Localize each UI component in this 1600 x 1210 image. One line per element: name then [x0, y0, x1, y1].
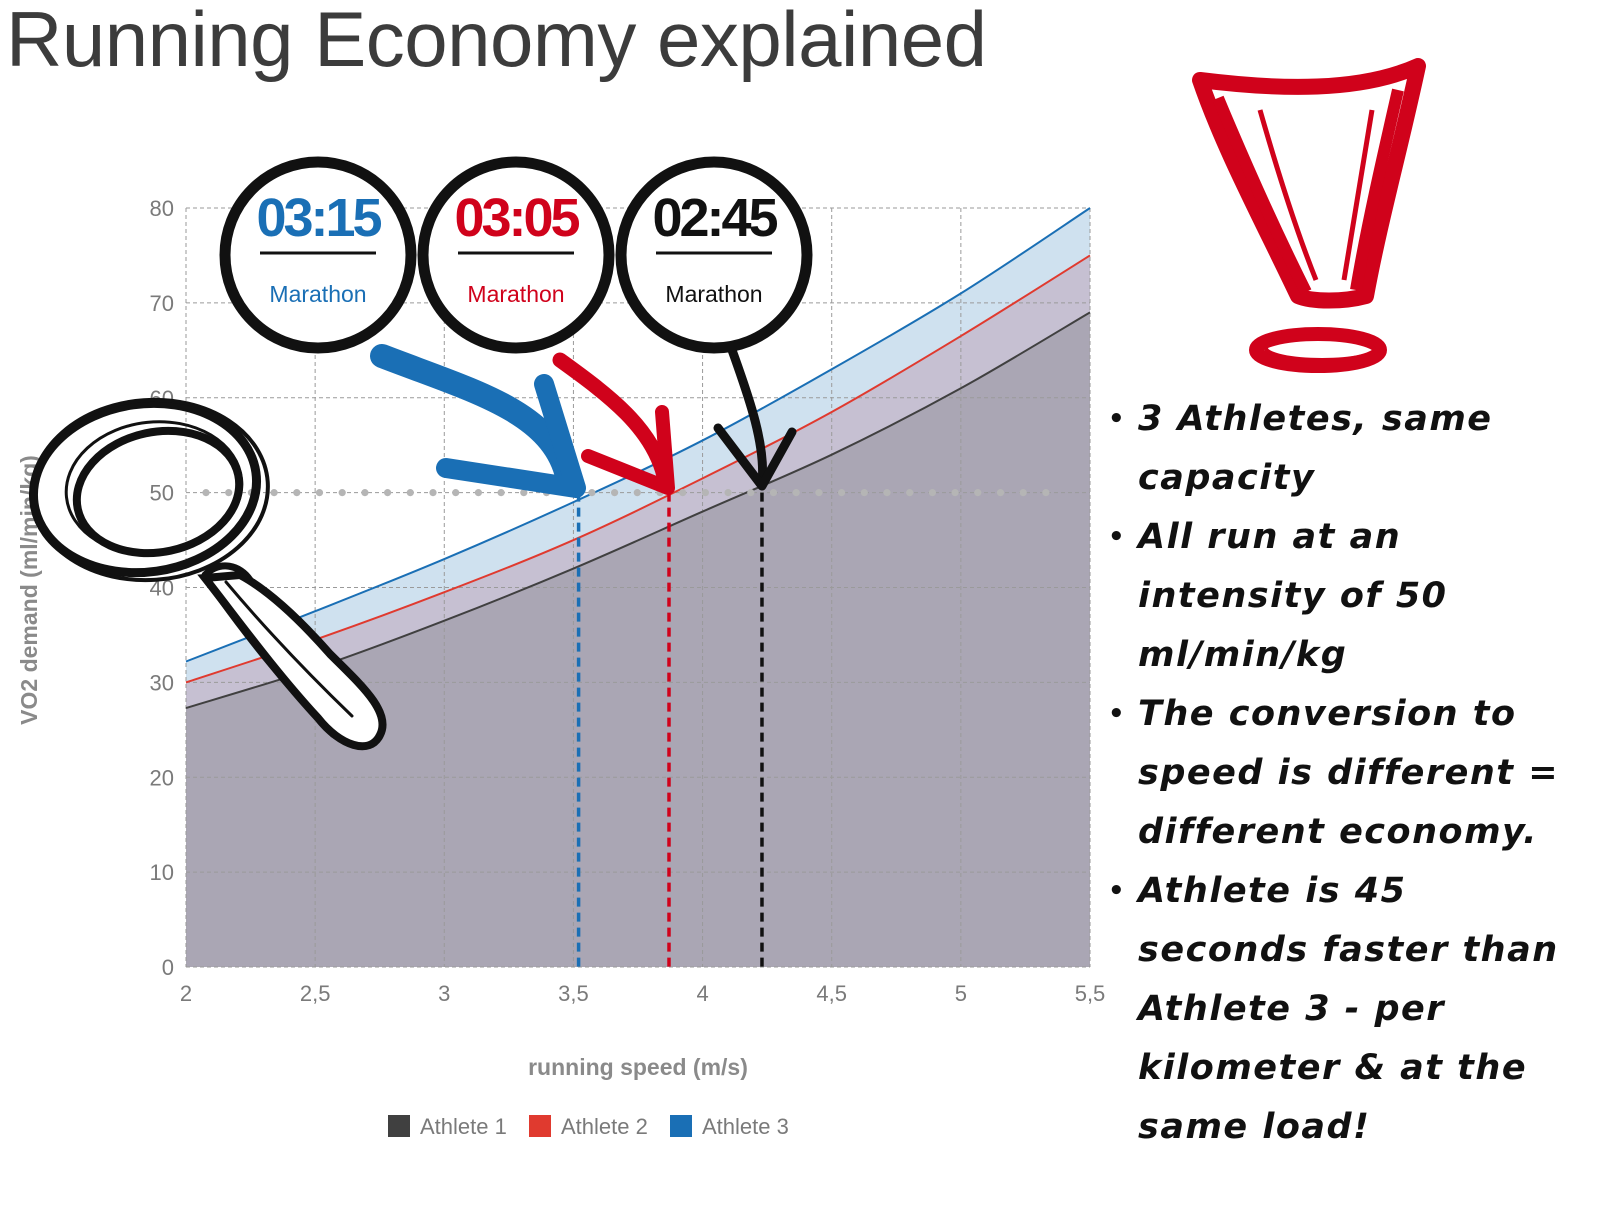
threshold-dot	[1042, 489, 1050, 497]
threshold-dot	[860, 489, 868, 497]
badge-label: Marathon	[665, 281, 762, 307]
badge-athlete-3: 03:15 Marathon	[219, 156, 417, 354]
legend-swatch	[529, 1115, 551, 1137]
legend-label: Athlete 2	[561, 1114, 648, 1139]
x-tick-label: 3,5	[558, 981, 589, 1006]
x-tick-label: 2,5	[300, 981, 331, 1006]
legend-label: Athlete 3	[702, 1114, 789, 1139]
y-tick-label: 10	[150, 860, 174, 885]
bullet-item: All run at an intensity of 50 ml/min/kg	[1108, 508, 1578, 685]
threshold-dot	[883, 489, 891, 497]
x-tick-label: 5	[955, 981, 967, 1006]
threshold-dot	[792, 489, 800, 497]
y-tick-label: 50	[150, 481, 174, 506]
badge-athlete-2: 03:05 Marathon	[417, 156, 615, 354]
threshold-dot	[838, 489, 846, 497]
threshold-dot	[315, 489, 324, 497]
magnifying-glass-icon	[28, 397, 387, 751]
threshold-dot	[724, 489, 732, 497]
legend-swatch	[670, 1115, 692, 1137]
chart-legend: Athlete 1 Athlete 2 Athlete 3	[388, 1114, 789, 1139]
area-athlete-1	[186, 312, 1090, 967]
threshold-dot	[633, 489, 641, 497]
threshold-dot	[1019, 489, 1027, 497]
x-tick-label: 4	[696, 981, 708, 1006]
y-tick-label: 20	[150, 765, 174, 790]
exclamation-mark-icon	[1192, 58, 1426, 373]
badge-label: Marathon	[269, 281, 366, 307]
speed-markers	[576, 492, 764, 967]
black-arrow-icon	[713, 345, 797, 491]
bullet-item: The conversion to speed is different = d…	[1108, 685, 1578, 862]
threshold-dot	[747, 489, 755, 497]
threshold-dot	[815, 489, 823, 497]
x-tick-label: 4,5	[816, 981, 847, 1006]
threshold-dot	[497, 489, 505, 497]
bullet-item: 3 Athletes, same capacity	[1108, 390, 1578, 508]
y-tick-label: 80	[150, 196, 174, 221]
threshold-dot	[384, 489, 392, 497]
threshold-dot	[951, 489, 959, 497]
threshold-dot	[769, 489, 778, 497]
threshold-dot	[906, 489, 914, 497]
threshold-dot	[611, 489, 619, 497]
threshold-dot	[225, 489, 233, 497]
key-points-list: 3 Athletes, same capacity All run at an …	[1108, 390, 1578, 1157]
threshold-dot	[406, 489, 414, 497]
x-axis-title: running speed (m/s)	[528, 1054, 748, 1080]
threshold-dot	[429, 489, 437, 497]
threshold-dot	[701, 489, 710, 497]
threshold-dot	[588, 489, 596, 497]
threshold-dot	[452, 489, 460, 497]
threshold-dot	[928, 489, 937, 497]
y-tick-label: 30	[150, 670, 174, 695]
y-tick-label: 70	[150, 291, 174, 316]
threshold-dot	[338, 489, 346, 497]
x-axis-ticks: 2 2,5 3 3,5 4 4,5 5 5,5	[180, 981, 1105, 1006]
threshold-dot	[520, 489, 528, 497]
threshold-dot	[474, 489, 482, 497]
threshold-dot	[293, 489, 301, 497]
threshold-dot	[202, 489, 210, 497]
threshold-line	[202, 489, 1050, 497]
badge-time: 03:05	[454, 188, 579, 248]
x-tick-label: 3	[438, 981, 450, 1006]
threshold-dot	[270, 489, 278, 497]
red-arrow-icon	[552, 352, 675, 495]
line-athlete-2	[185, 254, 1091, 684]
badge-time: 03:15	[256, 188, 381, 248]
threshold-dot	[974, 489, 982, 497]
x-tick-label: 5,5	[1075, 981, 1106, 1006]
threshold-dot	[361, 489, 369, 497]
badge-athlete-1: 02:45 Marathon	[615, 156, 813, 354]
bullet-item: Athlete is 45 seconds faster than Athlet…	[1108, 862, 1578, 1157]
badge-time: 02:45	[652, 188, 777, 248]
y-tick-label: 0	[162, 955, 174, 980]
blue-arrow-icon	[370, 344, 586, 498]
page-title: Running Economy explained	[6, 0, 987, 83]
badge-label: Marathon	[467, 281, 564, 307]
legend-swatch	[388, 1115, 410, 1137]
threshold-dot	[679, 489, 687, 497]
threshold-dot	[996, 489, 1005, 497]
x-tick-label: 2	[180, 981, 192, 1006]
legend-label: Athlete 1	[420, 1114, 507, 1139]
